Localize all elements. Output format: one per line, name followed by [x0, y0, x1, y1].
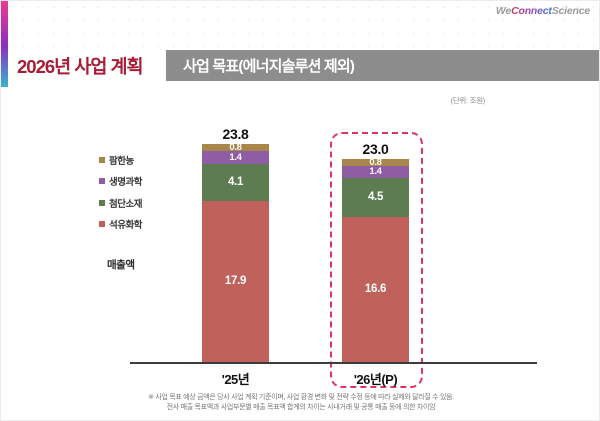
legend-label: 생명과학 [109, 177, 142, 188]
x-axis-line [130, 362, 537, 364]
legend-item-0: 팜한농 [99, 153, 142, 167]
section-title: 사업 목표(에너지솔루션 제외) [183, 58, 355, 75]
segment-value-label: 17.9 [224, 274, 247, 287]
bar-total-label: 23.8 [222, 126, 249, 142]
company-logo: WeConnectScience [496, 5, 590, 17]
bar-segment-팜한농: 0.8 [202, 141, 269, 153]
section-title-bar: 사업 목표(에너지솔루션 제외) [166, 50, 599, 81]
slide-title: 2026년 사업 계획 [17, 55, 144, 77]
logo-we: We [495, 5, 512, 17]
legend-label: 팜한농 [109, 155, 134, 167]
bar-segment-생명과학: 1.4 [202, 151, 269, 164]
legend-item-3: 석유화학 [99, 218, 142, 231]
footnote: ※ 사업 목표 예상 금액은 당사 사업 계획 기준이며, 사업 환경 변화 및… [1, 393, 599, 412]
logo-science: Science [551, 5, 590, 17]
legend-swatch-icon [99, 199, 105, 206]
segment-value-label: 1.4 [229, 151, 242, 163]
bar-segment-석유화학: 17.9 [202, 200, 269, 362]
category-label-2025: '25년 [221, 372, 250, 387]
legend-swatch-icon [99, 156, 105, 163]
bar-segment-첨단소재: 4.1 [202, 163, 269, 201]
revenue-axis-title: 매출액 [107, 259, 135, 271]
highlight-dashed-box [330, 132, 423, 388]
legend-label: 첨단소재 [109, 198, 142, 210]
legend-item-2: 첨단소재 [99, 196, 142, 210]
logo-connect: Connect [511, 5, 552, 17]
segment-value-label: 0.8 [229, 141, 242, 153]
category-label-2026: '26년(P) [353, 372, 398, 387]
legend-item-1: 생명과학 [99, 175, 142, 188]
unit-note: (단위: 조원) [450, 96, 486, 105]
legend-swatch-icon [99, 178, 105, 184]
accent-gradient-stripe [1, 1, 8, 87]
legend-label: 석유화학 [109, 220, 142, 231]
footnote-line-2: 전사 매출 목표액과 사업부문별 매출 목표액 합계의 차이는 사내거래 및 공… [166, 403, 436, 411]
segment-value-label: 4.1 [227, 175, 244, 188]
legend-swatch-icon [99, 221, 105, 227]
footnote-line-1: ※ 사업 목표 예상 금액은 당사 사업 계획 기준이며, 사업 환경 변화 및… [148, 394, 454, 401]
stacked-bar-1: 23.8 0.8 1.4 4.1 17.9 [202, 126, 269, 362]
